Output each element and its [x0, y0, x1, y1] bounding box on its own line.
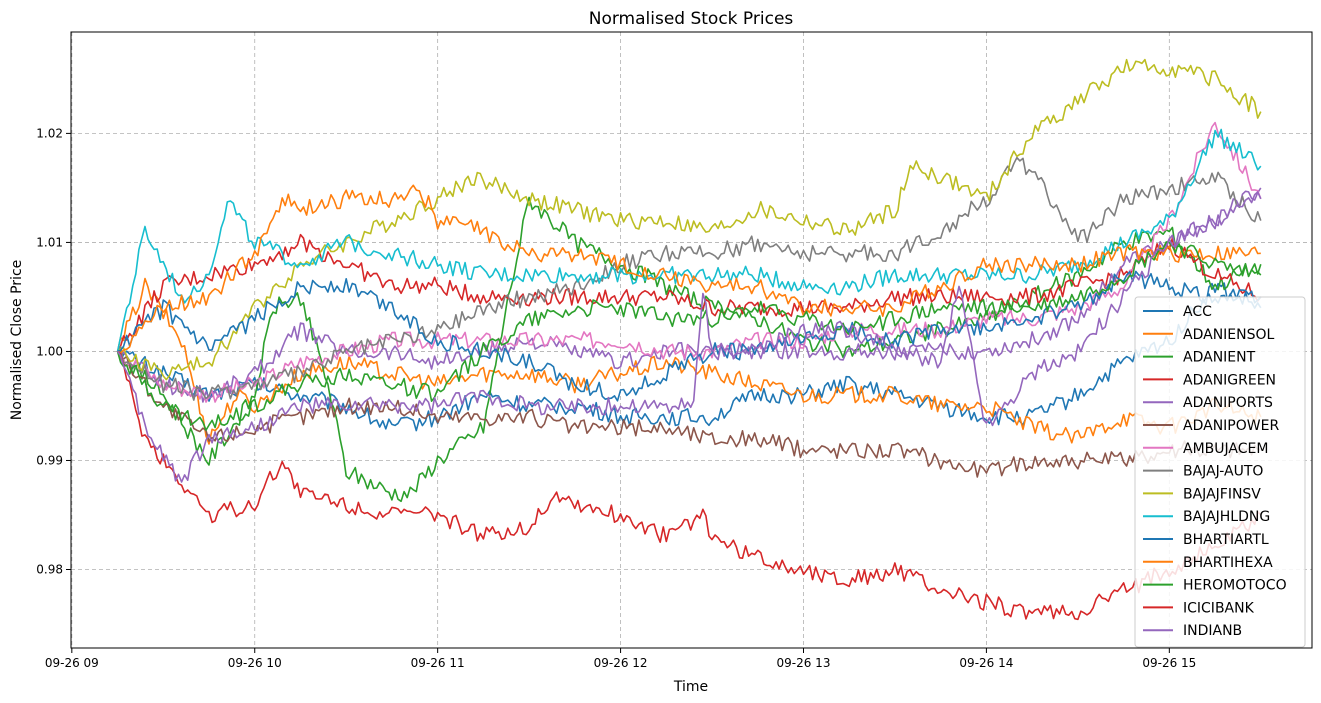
x-tick-label: 09-26 10 — [228, 656, 282, 670]
y-tick-label: 0.98 — [36, 563, 63, 577]
legend-box — [1134, 296, 1306, 648]
x-tick-label: 09-26 15 — [1142, 656, 1196, 670]
legend-entry-label: ACC — [1183, 304, 1212, 320]
chart-title: Normalised Stock Prices — [589, 9, 794, 29]
legend-entry-label: ADANIPORTS — [1183, 395, 1273, 411]
legend-entry-label: BHARTIARTL — [1183, 532, 1269, 548]
y-tick-label: 0.99 — [36, 453, 63, 467]
series-line-adaniports — [116, 187, 1262, 403]
legend-entry-label: ADANIENT — [1183, 350, 1256, 366]
series-line-indianb — [116, 191, 1262, 483]
series-line-bajaj-auto — [116, 156, 1262, 401]
series-line-bajajhldng — [116, 128, 1262, 352]
x-tick-label: 09-26 14 — [959, 656, 1013, 670]
x-tick-label: 09-26 09 — [45, 656, 99, 670]
y-tick-label: 1.00 — [36, 344, 63, 358]
series-line-adanigreen — [116, 233, 1262, 352]
x-axis: 09-26 09 09-26 10 09-26 11 09-26 12 09-26 13… — [45, 648, 1196, 670]
y-tick-label: 1.01 — [36, 235, 63, 249]
series-line-ambujacem — [116, 121, 1262, 403]
x-tick-label: 09-26 13 — [777, 656, 831, 670]
legend-entry-label: ADANIPOWER — [1183, 418, 1279, 434]
grid-lines — [71, 32, 1312, 648]
legend-entry-label: BAJAJ-AUTO — [1183, 464, 1263, 480]
series-line-adanipower — [116, 351, 1261, 478]
legend-entry-label: INDIANB — [1183, 623, 1242, 639]
series-line-bajajfinsv — [117, 58, 1262, 381]
x-tick-label: 09-26 12 — [594, 656, 648, 670]
y-axis-label: Normalised Close Price — [9, 260, 25, 421]
y-tick-label: 1.02 — [36, 126, 63, 140]
legend: ACC ADANIENSOL ADANIENT ADANIGREEN ADANIPORT… — [1134, 296, 1306, 648]
legend-entry-label: BHARTIHEXA — [1183, 555, 1273, 571]
series-line-heromotoco — [116, 241, 1262, 431]
x-tick-label: 09-26 11 — [411, 656, 465, 670]
x-axis-label: Time — [673, 679, 708, 695]
legend-entry-label: HEROMOTOCO — [1183, 578, 1287, 594]
legend-entry-label: AMBUJACEM — [1183, 441, 1268, 457]
series-line-bhartihexa — [117, 184, 1261, 354]
series-line-adaniensol — [116, 277, 1262, 445]
series-lines — [116, 58, 1262, 621]
series-line-icicibank — [117, 350, 1262, 621]
legend-entry-label: ADANIGREEN — [1183, 372, 1276, 388]
series-line-acc — [116, 282, 1262, 432]
legend-entry-label: BAJAJFINSV — [1183, 486, 1261, 502]
y-axis: 0.98 0.99 1.00 1.01 1.02 — [36, 126, 71, 577]
legend-entry-label: BAJAJHLDNG — [1183, 509, 1270, 525]
legend-entry-label: ADANIENSOL — [1183, 327, 1275, 343]
legend-entry-label: ICICIBANK — [1183, 600, 1255, 616]
plot-frame — [70, 31, 1313, 649]
